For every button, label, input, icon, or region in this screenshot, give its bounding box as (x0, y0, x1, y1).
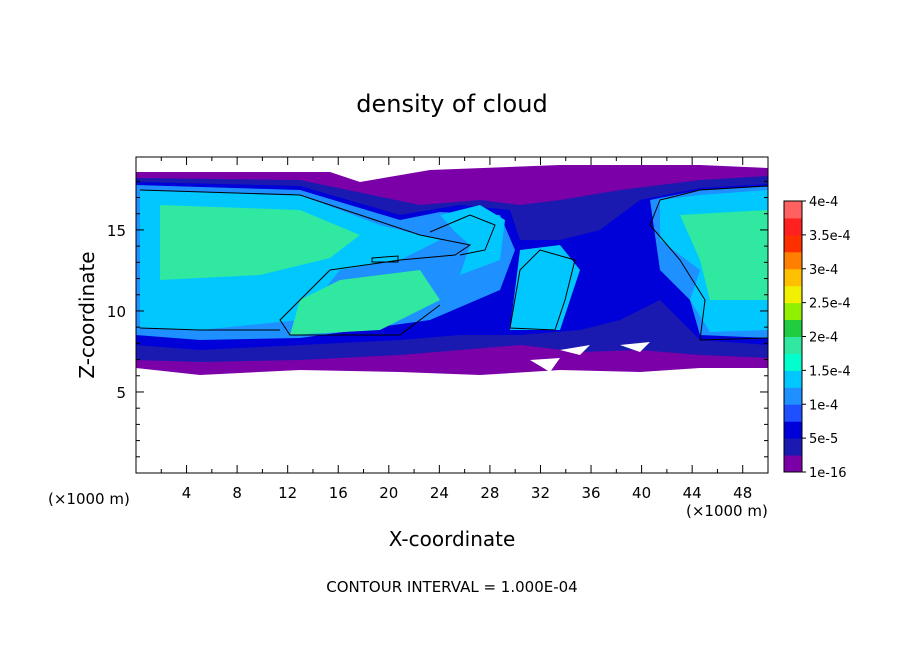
x-tick-label: 40 (632, 484, 651, 502)
x-tick-label: 28 (480, 484, 499, 502)
x-axis-label: X-coordinate (389, 527, 516, 551)
x-tick-label: 20 (379, 484, 398, 502)
cloud-core-lower (290, 270, 440, 335)
colorbar-swatch (784, 421, 802, 439)
x-tick-label: 8 (232, 484, 242, 502)
colorbar-swatch (784, 201, 802, 219)
colorbar-swatch (784, 251, 802, 270)
cloud-core-left-inner (160, 205, 360, 280)
colorbar-swatch (784, 302, 802, 321)
colorbar-label: 5e-5 (809, 432, 838, 447)
contour-interval: CONTOUR INTERVAL = 1.000E-04 (326, 578, 577, 596)
contour-line-small (371, 255, 399, 263)
colorbar-label: 1e-4 (809, 398, 838, 413)
colorbar-swatch (784, 404, 802, 422)
y-tick-label: 10 (107, 303, 126, 321)
contour-line-right (649, 185, 768, 341)
x-tick-label: 36 (581, 484, 600, 502)
clear-gap (530, 342, 650, 372)
x-unit-right: (×1000 m) (686, 502, 768, 520)
x-tick-label: 44 (683, 484, 702, 502)
x-unit-left: (×1000 m) (48, 490, 130, 508)
y-tick-label: 15 (107, 222, 126, 240)
x-ticks: 4 8 12 16 20 24 28 32 36 40 44 48 (160, 157, 752, 502)
x-tick-label: 24 (430, 484, 449, 502)
contour-line-arm (509, 249, 576, 331)
plot-frame (135, 156, 769, 474)
colorbar-swatch (784, 387, 802, 405)
x-tick-label: 16 (329, 484, 348, 502)
colorbar-label: 2e-4 (809, 331, 838, 346)
y-axis-label: Z-coordinate (75, 251, 99, 378)
plot-area (136, 157, 768, 473)
x-tick-label: 4 (182, 484, 192, 502)
x-tick-label: 32 (531, 484, 550, 502)
colorbar-swatch (784, 285, 802, 304)
colorbar-label: 3e-4 (809, 263, 838, 278)
x-tick-label: 48 (733, 484, 752, 502)
colorbar-swatch (784, 234, 802, 253)
colorbar-swatch (784, 268, 802, 287)
x-tick-label: 12 (278, 484, 297, 502)
colorbar-swatch (784, 455, 802, 473)
contour-line-curl (429, 214, 496, 256)
colorbar-swatch (784, 370, 802, 388)
colorbar-label: 3.5e-4 (809, 229, 851, 244)
y-ticks: 5 10 15 (107, 180, 768, 458)
chart-title: density of cloud (356, 90, 547, 118)
y-tick-label: 5 (116, 384, 126, 402)
contour-line-left (139, 189, 472, 336)
colorbar-swatch (784, 319, 802, 337)
colorbar-label: 1e-16 (809, 466, 847, 481)
colorbar-swatch (784, 353, 802, 371)
colorbar-swatch (784, 336, 802, 354)
colorbar-label: 1.5e-4 (809, 364, 851, 379)
colorbar-label: 2.5e-4 (809, 297, 851, 312)
cloud-core-right-inner (680, 210, 768, 300)
colorbar: 4e-4 3.5e-4 3e-4 2.5e-4 2e-4 1.5e-4 1e-4 5e-5 1e… (783, 195, 851, 481)
colorbar-swatch (784, 217, 802, 236)
colorbar-swatch (784, 438, 802, 456)
colorbar-label: 4e-4 (809, 195, 838, 210)
